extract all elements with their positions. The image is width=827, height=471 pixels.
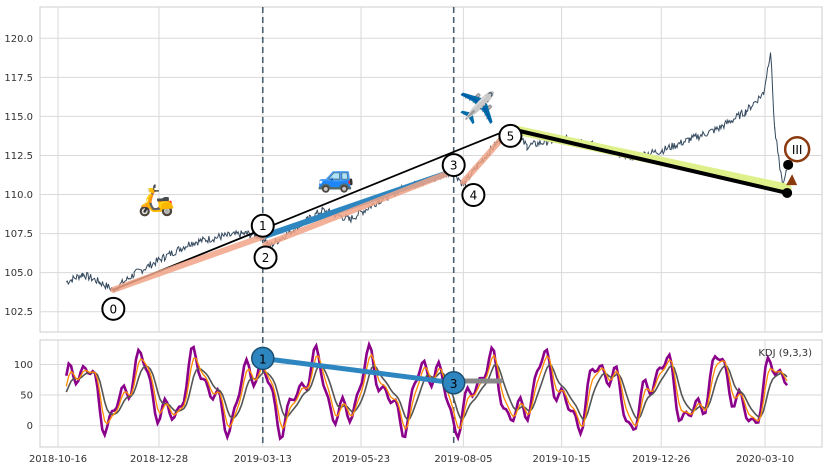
correction-label: III — [792, 143, 803, 157]
axis-ticks: 2018-10-16 2018-12-28 2019-03-13 2019-05-23… — [4, 34, 794, 465]
scooter-icon: 🛵 — [138, 183, 175, 218]
wave-marker — [250, 213, 275, 238]
x-tick-label: 2019-03-13 — [234, 454, 292, 465]
grid-lines — [40, 7, 822, 447]
correction-arrow — [786, 174, 798, 186]
y-tick-label: 112.5 — [4, 151, 33, 162]
y-tick-label: 107.5 — [4, 229, 33, 240]
y-tick-label: 102.5 — [4, 307, 33, 318]
trend-segment — [112, 127, 512, 291]
kdj-wave-marker — [441, 371, 466, 395]
kdj-y-tick-label: 50 — [20, 391, 33, 402]
correction-dot — [782, 187, 793, 198]
kdj-data: 13 — [65, 340, 789, 442]
correction-dot — [783, 159, 794, 170]
trend-segment — [262, 168, 457, 248]
kdj-line-d — [65, 362, 788, 421]
y-tick-label: 105.0 — [4, 268, 33, 279]
y-tick-label: 120.0 — [4, 34, 33, 45]
x-tick-label: 2019-05-23 — [332, 454, 390, 465]
wave-marker — [253, 245, 278, 270]
kdj-y-tick-label: 0 — [27, 421, 33, 432]
kdj-title: KDJ (9,3,3) — [758, 348, 812, 359]
wave-marker — [461, 183, 486, 207]
x-tick-label: 2018-12-28 — [130, 454, 188, 465]
price-data: 0 1 2 3 4 5 III 🛵 🚙 ✈️ — [65, 7, 811, 447]
kdj-wave-marker — [251, 346, 275, 371]
wave-label: 0 — [110, 302, 118, 316]
x-tick-label: 2019-10-15 — [533, 454, 591, 465]
x-tick-label: 2018-10-16 — [29, 454, 87, 465]
y-tick-label: 110.0 — [4, 190, 33, 201]
kdj-wave-label: 1 — [259, 352, 267, 366]
y-tick-label: 115.0 — [4, 112, 33, 123]
wave-marker — [101, 296, 126, 321]
car-icon: 🚙 — [317, 160, 354, 195]
wave-label: 3 — [450, 159, 458, 173]
kdj-link — [260, 355, 457, 386]
wave-label: 4 — [470, 189, 478, 203]
wave-marker — [498, 123, 523, 148]
correction-marker — [783, 135, 811, 163]
wave-marker — [441, 153, 466, 178]
kdj-line-k — [65, 353, 788, 431]
wave-label: 2 — [262, 251, 270, 265]
wave-label: 5 — [507, 129, 515, 143]
x-tick-label: 2019-12-26 — [632, 454, 690, 465]
x-tick-label: 2019-08-05 — [434, 454, 492, 465]
y-tick-label: 117.5 — [4, 73, 33, 84]
airplane-icon: ✈️ — [459, 89, 496, 126]
kdj-wave-label: 3 — [450, 377, 458, 391]
kdj-panel — [39, 339, 823, 448]
x-tick-label: 2020-03-10 — [736, 454, 794, 465]
trend-segment — [110, 233, 266, 293]
wave-label: 1 — [259, 219, 267, 233]
trend-segment — [508, 126, 790, 195]
kdj-y-tick-label: 100 — [14, 360, 33, 371]
